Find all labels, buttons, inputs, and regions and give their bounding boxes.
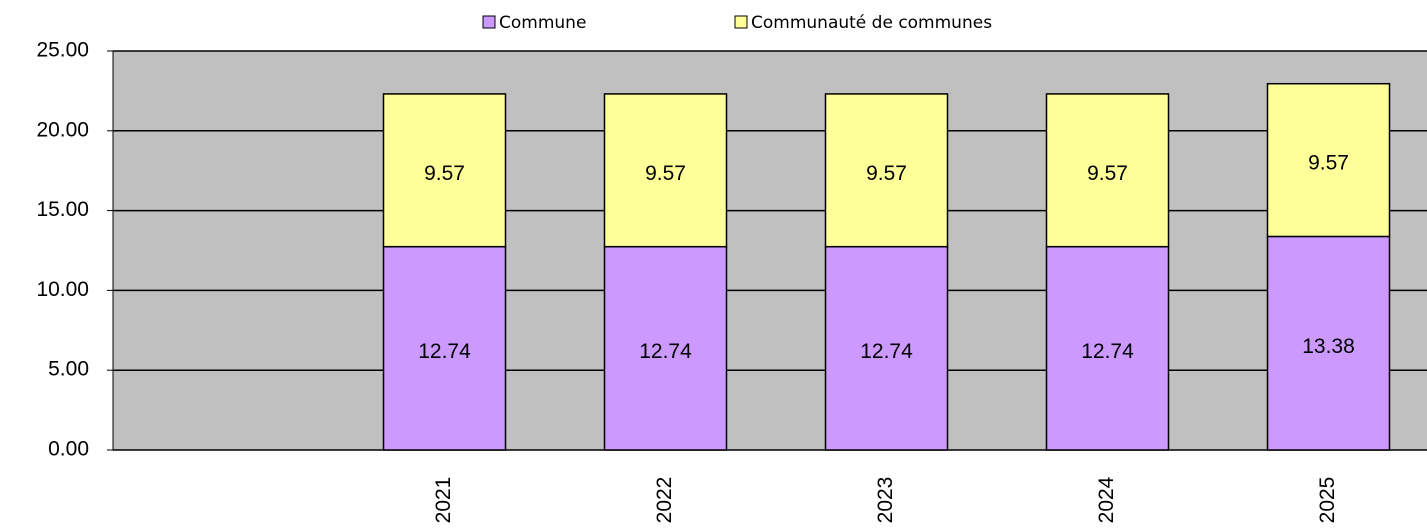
x-tick-label: 2025 [1316,477,1339,524]
bar-segment [382,93,507,248]
y-tick-label: 15.00 [36,198,89,221]
data-label: 12.74 [639,340,692,363]
legend-label: Communauté de communes [751,13,992,33]
data-label: 12.74 [418,340,471,363]
bar-segment [824,245,949,451]
x-tick-label: 2022 [653,477,676,524]
x-tick-label: 2021 [432,477,455,524]
bar-segment [824,93,949,248]
legend-swatch [482,15,496,29]
bar-segment [382,245,507,451]
y-tick-label: 5.00 [48,358,89,381]
x-tick-label: 2023 [874,477,897,524]
data-label: 9.57 [424,162,465,185]
y-tick-label: 25.00 [36,39,89,62]
legend-label: Commune [499,13,586,33]
data-label: 9.57 [866,162,907,185]
data-label: 12.74 [860,340,913,363]
data-label: 9.57 [645,162,686,185]
data-label: 9.57 [1308,152,1349,175]
data-label: 13.38 [1302,335,1355,358]
plot-area [112,50,1427,451]
legend-swatch [734,15,748,29]
bar-segment [1266,82,1391,238]
bar-segment [1045,93,1170,248]
y-tick-label: 20.00 [36,118,89,141]
y-tick-label: 10.00 [36,278,89,301]
data-label: 9.57 [1087,162,1128,185]
bar-segment [1045,245,1170,451]
y-tick-label: 0.00 [48,438,89,461]
x-tick-label: 2024 [1095,476,1118,523]
data-label: 12.74 [1081,340,1134,363]
bar-segment [603,93,728,248]
